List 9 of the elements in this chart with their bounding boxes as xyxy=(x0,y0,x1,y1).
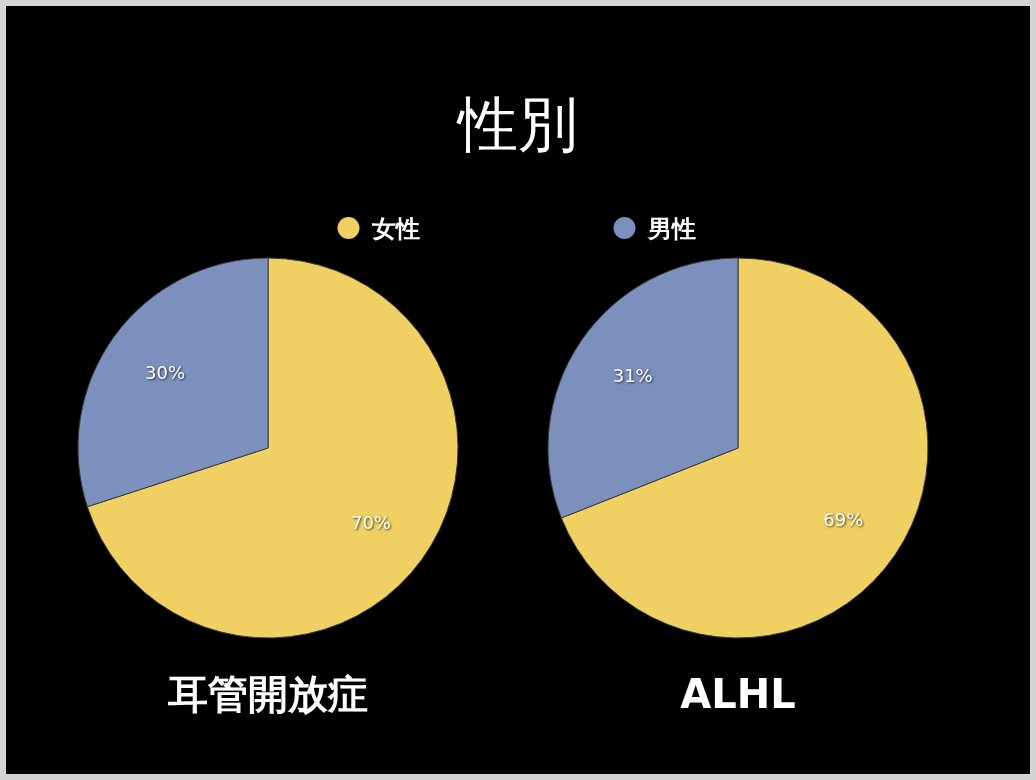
data-label: 31% xyxy=(612,365,653,387)
legend-label: 男性 xyxy=(646,215,696,243)
chart-title: 性別 xyxy=(456,89,578,159)
data-label: 30% xyxy=(145,362,186,384)
pie-name: 耳管開放症 xyxy=(168,671,368,717)
legend-label: 女性 xyxy=(370,215,420,243)
pie-name: ALHL xyxy=(680,671,796,717)
data-label: 70% xyxy=(350,511,391,533)
data-label: 69% xyxy=(823,508,864,530)
